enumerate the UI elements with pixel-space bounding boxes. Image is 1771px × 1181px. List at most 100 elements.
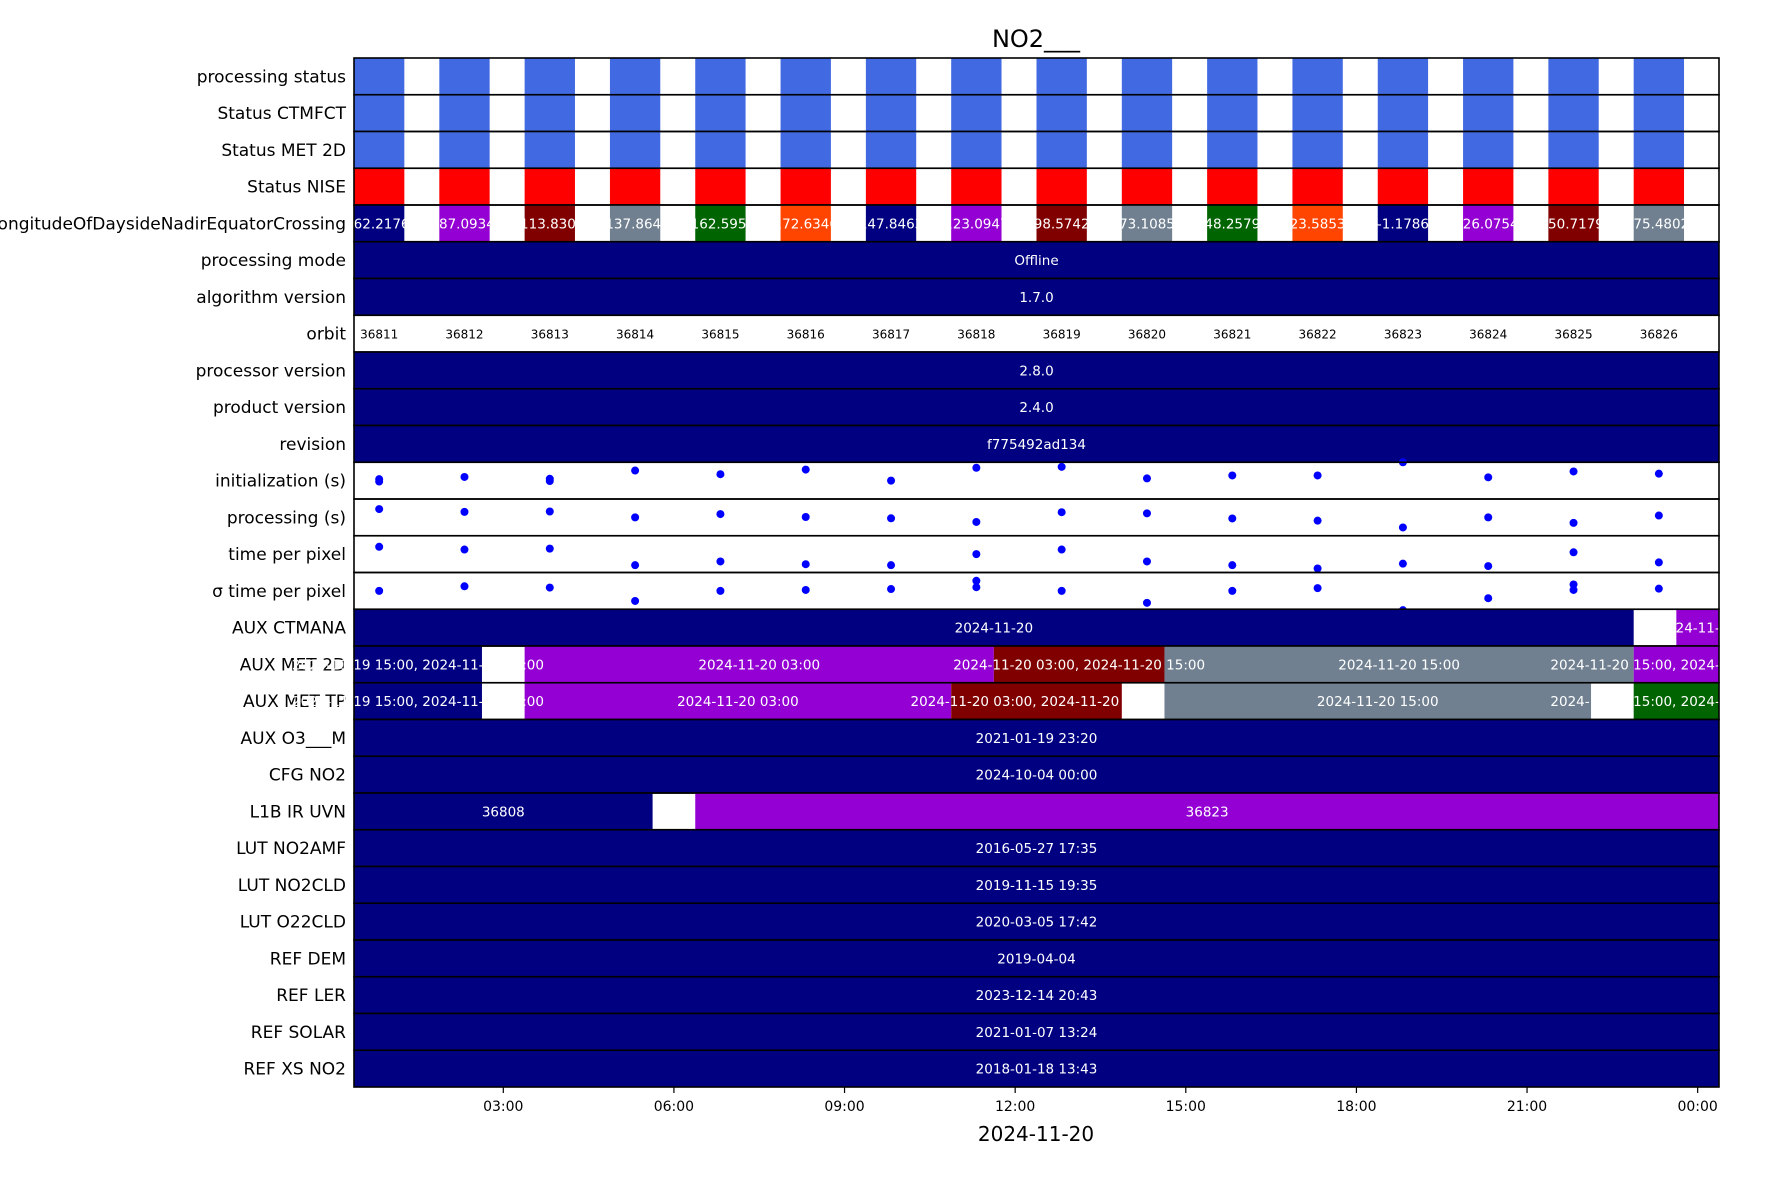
orbit-number: 36823 [1384,328,1422,342]
data-point [1057,586,1066,595]
status-bar [780,168,831,205]
longitude-bar [609,205,661,242]
segment-label: 2024-11-20 15:00, 2024-11-21 03:00 [1550,694,1771,710]
status-bar [354,168,405,205]
status-bar [1463,94,1514,132]
x-axis-label: 2024-11-20 [978,1122,1094,1146]
orbit-number: 36822 [1299,328,1337,342]
row-label: LUT NO2AMF [236,839,346,859]
status-bar [524,94,575,132]
status-bar [1036,94,1087,132]
value-bar [354,866,1719,904]
data-point [1057,545,1066,554]
status-bar [354,131,405,169]
orbit-number: 36813 [531,328,569,342]
orbit-number: 36814 [616,328,654,342]
data-point [887,514,896,523]
longitude-bar [1121,205,1173,242]
longitude-bar [524,205,575,242]
longitude-value: 73.1085 [1119,216,1175,232]
status-bar [1463,168,1514,205]
row-label: Status CTMFCT [217,104,346,124]
orbit-number: 36815 [701,328,739,342]
longitude-bar [1463,205,1514,242]
longitude-value: -62.2176 [349,216,410,232]
longitude-value: 147.8463 [859,216,923,232]
data-point [1142,474,1151,483]
row-label: AUX MET 2D [240,655,346,675]
orbit-number: 36819 [1043,328,1081,342]
orbit-number: 36821 [1213,328,1251,342]
row-label: AUX CTMANA [232,619,346,639]
row-frame [353,1049,1720,1088]
status-bar [609,58,661,95]
data-point [1484,513,1493,522]
data-point [631,596,640,605]
data-point [1484,594,1493,603]
status-bar [695,131,746,169]
data-point [460,582,469,591]
data-point [1228,514,1237,523]
data-point [1228,586,1237,595]
segment-bar [695,793,1719,830]
segment-bar [524,682,952,720]
orbit-number: 36820 [1128,328,1166,342]
status-bar [1548,131,1599,169]
segment-bar [354,682,482,720]
row-label: processing mode [201,251,346,271]
data-point [716,557,725,566]
row-frame [353,498,1720,537]
longitude-bar [695,205,746,242]
row-lut-no2amf: LUT NO2AMF 2016-05-27 17:35 [236,828,1720,868]
row-label: Status MET 2D [221,141,346,161]
data-point [545,583,554,592]
data-point [1313,471,1322,480]
segment-label: 36808 [482,804,525,820]
row-processing-s: processing (s) [227,498,1720,537]
status-bar [1207,58,1258,95]
row-processing-mode: processing mode Offline [201,240,1720,280]
data-point [1398,559,1407,568]
segment-label: 2024-11-20 15:00 [1338,657,1460,673]
row-aux-ctmana: AUX CTMANA 2024-11-20 2024-11-21 [232,608,1737,647]
longitude-value: -87.0934 [434,216,495,232]
data-point [801,560,810,569]
longitude-bar [780,205,831,242]
data-point [887,476,896,485]
status-bar [439,58,490,95]
longitude-bar [951,205,1002,242]
status-bar [1633,58,1685,95]
row-label: CFG NO2 [269,766,346,786]
longitude-value: -75.4802 [1629,216,1690,232]
x-axis: 03:00 06:00 09:00 12:00 15:00 18:00 21:00 00:00 [483,1087,1718,1115]
status-bar [1292,94,1343,132]
data-point [631,561,640,570]
longitude-value: -50.7179 [1543,216,1604,232]
data-point [972,463,981,472]
rows-layer: processing status Status CTMFCT Status MET… [0,57,1771,1088]
longitude-value: 48.2579 [1204,216,1260,232]
data-point [1569,585,1578,594]
row-ref-dem: REF DEM 2019-04-04 [270,939,1720,978]
status-bar [524,58,575,95]
row-aux-o3-m: AUX O3___M 2021-01-19 23:20 [241,718,1720,758]
segment-bar [993,646,1165,683]
orbit-number: 36818 [957,328,995,342]
status-bar [1292,168,1343,205]
data-point [1569,467,1578,476]
row-label: revision [279,435,346,455]
value-label: 2.4.0 [1019,400,1053,416]
segment-label: 2024-11-20 03:00 [677,694,799,710]
status-bar [865,94,917,132]
data-point [1313,516,1322,525]
status-bar [1377,131,1429,169]
row-label: processing status [197,67,346,87]
data-point [460,545,469,554]
data-point [1142,598,1151,607]
data-point [716,586,725,595]
value-bar [354,241,1719,279]
status-bar [695,58,746,95]
row-label: REF DEM [270,949,346,969]
row-processing-status: processing status [197,57,1720,96]
row-initialization-s: initialization (s) [215,458,1720,500]
